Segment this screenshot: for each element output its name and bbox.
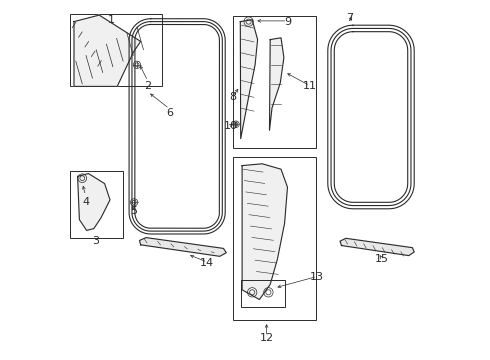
Bar: [233, 157, 316, 320]
Text: 1: 1: [108, 15, 115, 25]
Text: 15: 15: [375, 254, 389, 264]
Text: 2: 2: [144, 81, 151, 91]
Bar: [71, 171, 122, 238]
Polygon shape: [74, 15, 141, 86]
Text: 13: 13: [310, 272, 324, 282]
Text: 10: 10: [223, 121, 238, 131]
Text: 9: 9: [284, 17, 291, 27]
Text: 6: 6: [166, 108, 173, 118]
Text: 12: 12: [260, 333, 273, 343]
Text: 14: 14: [200, 258, 214, 268]
Text: 8: 8: [229, 92, 236, 102]
Text: 7: 7: [346, 13, 353, 23]
Bar: [71, 14, 162, 86]
Polygon shape: [77, 174, 110, 230]
Text: 5: 5: [131, 206, 138, 216]
Bar: [242, 280, 285, 307]
Polygon shape: [340, 238, 414, 256]
Text: 4: 4: [82, 197, 89, 207]
Polygon shape: [140, 238, 226, 256]
Polygon shape: [270, 38, 284, 130]
Polygon shape: [242, 164, 288, 300]
Text: 11: 11: [303, 81, 317, 91]
Polygon shape: [240, 20, 258, 139]
Bar: [233, 16, 316, 148]
Text: 3: 3: [92, 236, 99, 246]
